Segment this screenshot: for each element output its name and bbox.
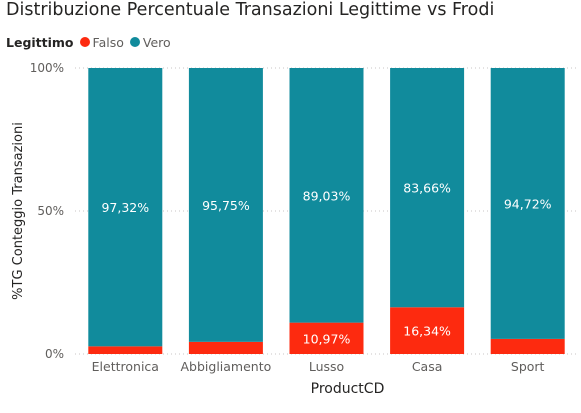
bar-falso-elettronica[interactable] [88,346,163,354]
x-tick-label: Sport [511,359,545,374]
chart-title: Distribuzione Percentuale Transazioni Le… [6,0,495,20]
bar-vero-lusso[interactable] [289,68,364,323]
bar-vero-sport[interactable] [490,68,565,339]
data-label-vero-sport: 94,72% [504,196,552,211]
data-label-falso-casa: 16,34% [403,324,451,339]
data-label-vero-casa: 83,66% [403,181,451,196]
legend-item-falso[interactable]: Falso [79,34,124,50]
x-tick-label: Lusso [309,359,344,374]
y-axis-title: %TG Conteggio Transazioni [11,122,26,300]
legend-swatch-falso [79,37,90,47]
legend-title: Legittimo [6,34,74,50]
y-tick-label: 50% [37,204,64,218]
bar-vero-elettronica[interactable] [88,68,163,347]
bar-falso-lusso[interactable] [289,322,364,354]
legend: Legittimo Falso Vero [6,34,177,50]
data-label-vero-elettronica: 97,32% [101,200,149,215]
y-tick-label: 100% [30,61,64,75]
data-label-vero-abbigliamento: 95,75% [202,198,250,213]
legend-label-vero: Vero [142,34,171,50]
legend-label-falso: Falso [92,34,124,50]
x-axis-title: ProductCD [311,381,385,397]
bar-falso-abbigliamento[interactable] [188,341,263,354]
data-label-vero-lusso: 89,03% [303,188,351,203]
legend-swatch-vero [129,37,140,47]
y-tick-label: 0% [45,347,64,361]
x-tick-label: Elettronica [92,359,159,374]
bar-falso-sport[interactable] [490,338,565,354]
bar-vero-casa[interactable] [390,68,465,308]
x-tick-label: Abbigliamento [181,359,272,374]
bar-vero-abbigliamento[interactable] [188,68,263,342]
x-tick-label: Casa [412,359,443,374]
legend-item-vero[interactable]: Vero [129,34,171,50]
data-label-falso-lusso: 10,97% [303,331,351,346]
bar-falso-casa[interactable] [390,307,465,354]
